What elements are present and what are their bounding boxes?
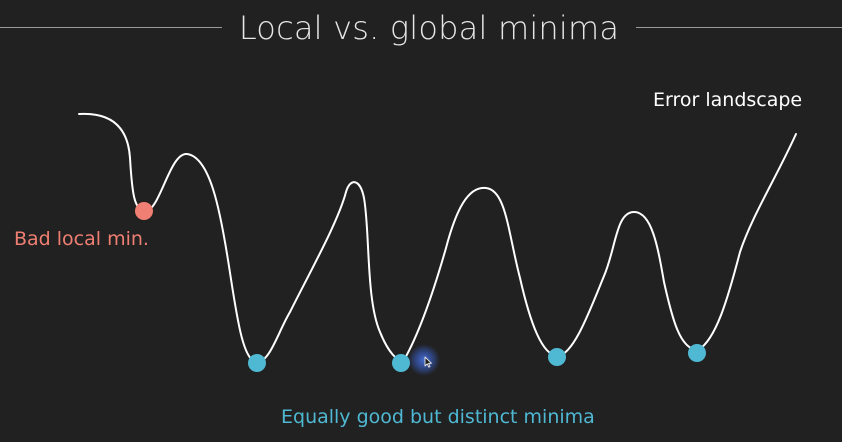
cursor-halo (408, 344, 440, 376)
good-minimum-dot-3 (548, 348, 566, 366)
error-landscape-label: Error landscape (653, 89, 803, 111)
slide-title: Local vs. global minima (238, 9, 620, 47)
good-minima-label: Equally good but distinct minima (281, 406, 595, 428)
good-minimum-dot-4 (688, 344, 706, 362)
good-minimum-dot-2 (392, 354, 410, 372)
good-minimum-dot-1 (248, 354, 266, 372)
bad-local-min-label: Bad local min. (14, 228, 149, 250)
title-rule-left (0, 27, 222, 28)
mouse-pointer-icon (424, 356, 432, 368)
title-rule-right (636, 27, 842, 28)
bad-local-minimum-dot (135, 202, 153, 220)
error-curve (78, 112, 797, 363)
